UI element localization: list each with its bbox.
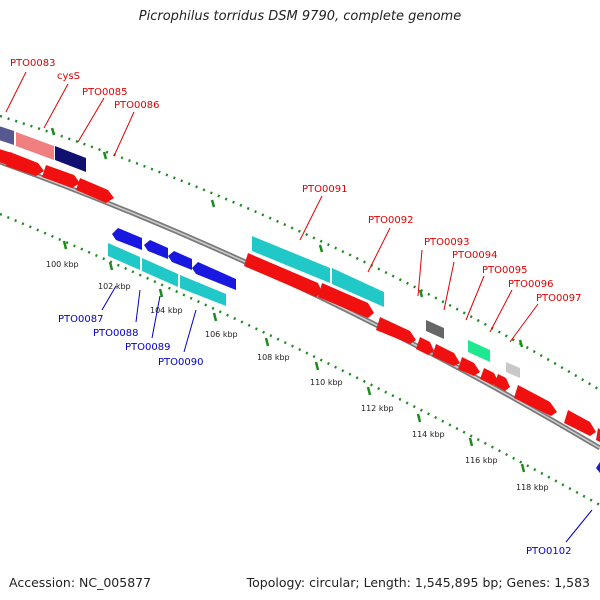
callout-lines <box>5 71 593 543</box>
gene-label[interactable]: PTO0092 <box>368 215 413 226</box>
kbp-label: 102 kbp <box>98 282 131 291</box>
inner-tick-track <box>0 212 600 507</box>
gene-block-pto0089[interactable] <box>180 275 226 306</box>
kbp-label: 104 kbp <box>150 306 183 315</box>
gene-label[interactable]: PTO0086 <box>114 100 159 111</box>
gene-block-pto0092[interactable] <box>332 268 384 307</box>
gene-label[interactable]: PTO0083 <box>10 58 55 69</box>
gene-label[interactable]: PTO0085 <box>82 87 127 98</box>
cds-feature[interactable] <box>144 240 168 259</box>
gene-label[interactable]: PTO0090 <box>158 357 203 368</box>
gene-label[interactable]: cysS <box>57 71 80 82</box>
kbp-labels: 100 kbp 102 kbp 104 kbp 106 kbp 108 kbp … <box>46 260 549 492</box>
cds-feature[interactable] <box>76 178 114 203</box>
gene-label[interactable]: PTO0088 <box>93 328 138 339</box>
map-title: Picrophilus torridus DSM 9790, complete … <box>138 9 462 24</box>
kbp-label: 100 kbp <box>46 260 79 269</box>
gene-label[interactable]: PTO0089 <box>125 342 170 353</box>
cds-feature[interactable] <box>244 253 322 297</box>
gene-label[interactable]: PTO0091 <box>302 184 347 195</box>
cds-feature[interactable] <box>596 428 600 444</box>
genome-summary-text: Topology: circular; Length: 1,545,895 bp… <box>246 575 590 590</box>
forward-gene-track <box>0 125 520 378</box>
cds-feature[interactable] <box>376 317 416 344</box>
kbp-label: 112 kbp <box>361 404 394 413</box>
gene-block-pto0083[interactable] <box>0 125 14 145</box>
gene-block-pto0088[interactable] <box>142 258 178 287</box>
gene-block-pto0094[interactable] <box>426 320 444 339</box>
accession-text: Accession: NC_005877 <box>9 575 152 590</box>
cds-feature[interactable] <box>318 283 374 318</box>
outer-tick-track <box>0 114 600 392</box>
kbp-label: 106 kbp <box>205 330 238 339</box>
cds-feature[interactable] <box>596 462 600 475</box>
kbp-label: 116 kbp <box>465 456 498 465</box>
genome-backbone <box>0 159 600 451</box>
cds-feature[interactable] <box>432 344 460 366</box>
gene-label[interactable]: PTO0093 <box>424 237 469 248</box>
cds-feature[interactable] <box>6 152 44 176</box>
gene-label[interactable]: PTO0095 <box>482 265 527 276</box>
gene-label[interactable]: PTO0096 <box>508 279 553 290</box>
gene-label[interactable]: PTO0097 <box>536 293 581 304</box>
gene-label[interactable]: PTO0087 <box>58 314 103 325</box>
cds-feature[interactable] <box>42 165 80 188</box>
gene-block-pto0095[interactable] <box>468 340 490 362</box>
cds-feature[interactable] <box>494 374 510 391</box>
cds-feature[interactable] <box>416 337 434 355</box>
gene-block-pto0087[interactable] <box>108 243 140 270</box>
gene-label[interactable]: PTO0094 <box>452 250 497 261</box>
forward-gene-labels: PTO0083 cysS PTO0085 PTO0086 PTO0091 PTO… <box>10 58 581 304</box>
reverse-cds-track <box>112 228 600 475</box>
cds-feature[interactable] <box>564 410 596 436</box>
kbp-label: 118 kbp <box>516 483 549 492</box>
kbp-label: 114 kbp <box>412 430 445 439</box>
gene-block-cyss[interactable] <box>16 132 54 160</box>
cds-feature[interactable] <box>192 262 236 290</box>
cds-feature[interactable] <box>112 228 142 250</box>
gene-block-pto0096[interactable] <box>506 362 520 378</box>
reverse-gene-labels: PTO0087 PTO0088 PTO0089 PTO0090 PTO0102 <box>58 314 571 557</box>
cds-feature[interactable] <box>168 251 192 270</box>
gene-label[interactable]: PTO0102 <box>526 546 571 557</box>
cds-feature[interactable] <box>514 385 557 416</box>
kbp-label: 108 kbp <box>257 353 290 362</box>
cds-feature[interactable] <box>458 357 480 376</box>
kbp-label: 110 kbp <box>310 378 343 387</box>
gene-block-pto0091[interactable] <box>252 236 330 283</box>
forward-cds-track <box>0 149 600 444</box>
reverse-gene-track <box>108 243 226 306</box>
gene-block-pto0085[interactable] <box>55 146 86 172</box>
cds-feature[interactable] <box>480 368 498 385</box>
